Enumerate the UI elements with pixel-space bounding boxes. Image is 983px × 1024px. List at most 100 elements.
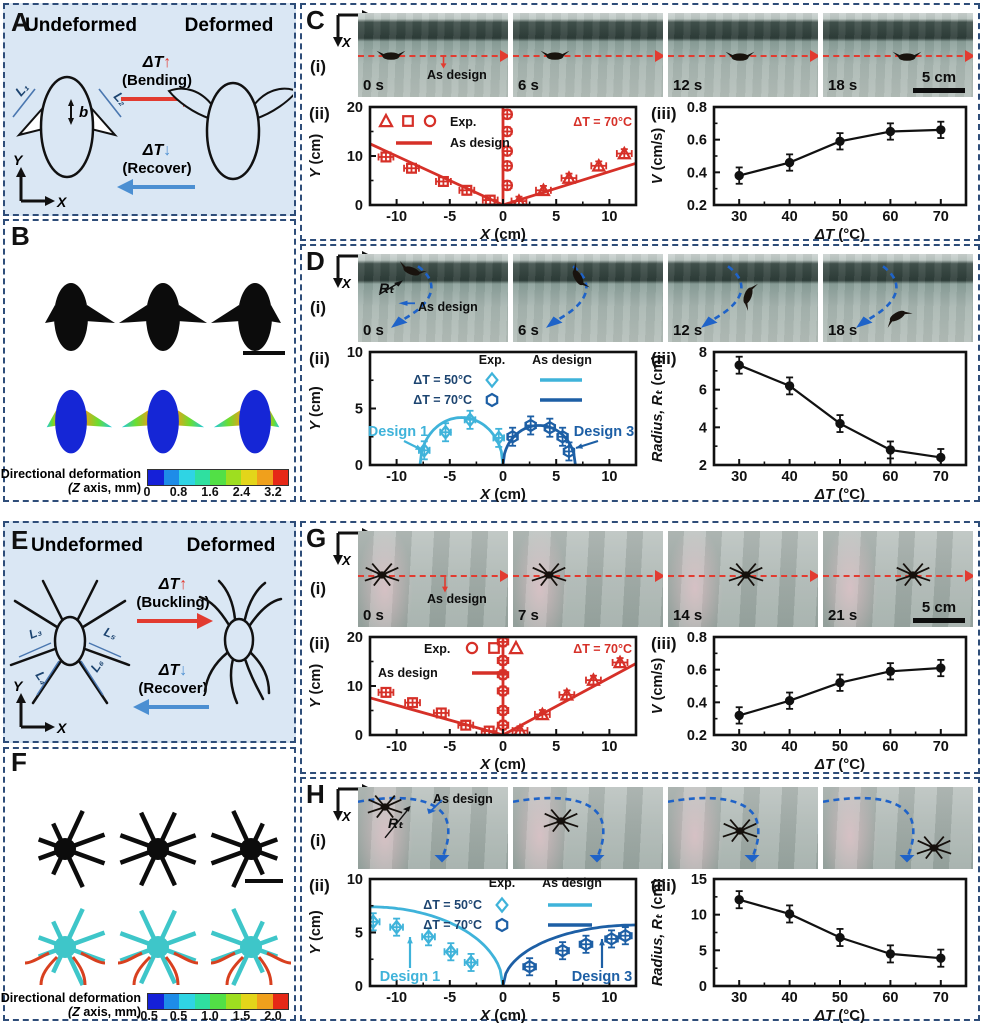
as-design-path-red [513, 570, 663, 583]
svg-text:0.2: 0.2 [687, 198, 707, 214]
panel-A-letter: A [11, 7, 30, 37]
svg-text:Y (cm): Y (cm) [308, 910, 324, 954]
svg-text:(iii): (iii) [651, 349, 677, 368]
timestamp: 21 s [828, 607, 858, 624]
svg-text:8: 8 [699, 345, 707, 361]
timestamp: 6 s [518, 77, 539, 94]
chart-C_iii: 30 40 50 60 70 0.2 0.4 0.6 0.8 ΔT (°C) V (cm/s) (ii… [650, 100, 968, 242]
panel-C-i-label: (i) [310, 57, 327, 76]
exp-silhouette-3 [211, 283, 281, 351]
svg-text:(Buckling): (Buckling) [136, 594, 209, 611]
spider-robot [367, 794, 403, 818]
svg-text:Y: Y [13, 678, 24, 694]
svg-text:10: 10 [347, 345, 363, 361]
svg-text:Y (cm): Y (cm) [308, 664, 324, 708]
svg-text:20: 20 [347, 100, 363, 116]
scale-bar: 5 cm [913, 69, 965, 93]
svg-text:10: 10 [601, 209, 617, 225]
timestamp: 18 s [828, 322, 858, 339]
svg-text:-5: -5 [443, 209, 456, 225]
svg-text:40: 40 [782, 990, 798, 1006]
fish-robot [376, 50, 406, 60]
svg-text:0.4: 0.4 [687, 165, 707, 181]
svg-text:ΔT = 70°C: ΔT = 70°C [423, 918, 482, 932]
svg-text:Y (cm): Y (cm) [308, 134, 324, 178]
svg-text:X (cm): X (cm) [479, 1007, 526, 1023]
svg-text:ΔT↑: ΔT↑ [142, 54, 172, 71]
svg-text:(ii): (ii) [309, 104, 330, 123]
undeformed-title: Undeformed [25, 15, 137, 36]
as-design-path-blue [513, 787, 663, 863]
photo-H-2 [668, 787, 818, 869]
photo-C-0: 0 s As design [358, 13, 508, 97]
svg-text:Deformed: Deformed [187, 535, 276, 556]
fea-result-3 [213, 389, 280, 454]
svg-text:40: 40 [782, 739, 798, 755]
svg-text:ΔT (°C): ΔT (°C) [814, 1007, 865, 1023]
svg-text:Design 3: Design 3 [574, 424, 634, 440]
svg-text:20: 20 [347, 630, 363, 646]
scale-bar-B [243, 349, 285, 355]
photo-G-2: 14 s [668, 531, 818, 627]
svg-text:ΔT (°C): ΔT (°C) [814, 756, 865, 772]
panel-C: C Y X (i) 0 sAs design 6 s 12 s 18 s5 cm… [300, 3, 980, 242]
as-design-label: As design [433, 791, 493, 806]
panel-F-letter: F [11, 747, 27, 777]
svg-text:X (cm): X (cm) [479, 486, 526, 502]
photo-D-3: 18 s [823, 254, 973, 342]
exp-silhouette-2 [119, 811, 197, 887]
svg-text:30: 30 [731, 990, 747, 1006]
as-design-arrow [398, 300, 508, 306]
svg-text:5: 5 [355, 402, 363, 418]
svg-text:60: 60 [882, 469, 898, 485]
spider-robot [895, 563, 931, 587]
photo-G-1: 7 s [513, 531, 663, 627]
panel-B: B [1, 219, 296, 502]
fish-robot [540, 50, 570, 60]
svg-text:0: 0 [355, 198, 363, 214]
chart-H_iii: 30 40 50 60 70 0 5 10 15 ΔT (°C) Radius, Rₜ (cm)(i… [650, 872, 968, 1023]
svg-text:b: b [79, 104, 88, 121]
fish-robot [725, 51, 755, 61]
as-design-label: As design [418, 299, 478, 314]
svg-text:5: 5 [699, 943, 707, 959]
svg-text:0.4: 0.4 [687, 695, 707, 711]
photo-D-1: 6 s [513, 254, 663, 342]
svg-text:5: 5 [552, 990, 560, 1006]
svg-text:0: 0 [499, 990, 507, 1006]
svg-text:V (cm/s): V (cm/s) [650, 658, 666, 715]
spider-robot [531, 563, 567, 587]
fea-result-1 [24, 907, 106, 987]
svg-text:30: 30 [731, 469, 747, 485]
svg-text:ΔT↓: ΔT↓ [142, 142, 172, 159]
fish-robot [399, 260, 427, 276]
svg-text:70: 70 [933, 990, 949, 1006]
svg-text:ΔT (°C): ΔT (°C) [814, 226, 865, 242]
svg-text:70: 70 [933, 739, 949, 755]
colorbar-ticks: -0.5 0.5 1.0 1.5 2.0 [136, 1009, 282, 1023]
svg-text:5: 5 [552, 209, 560, 225]
radius-arrow [358, 280, 403, 342]
svg-text:0: 0 [355, 979, 363, 995]
as-design-path-blue [546, 254, 663, 328]
svg-text:30: 30 [731, 209, 747, 225]
fea-result-1 [46, 389, 113, 454]
as-design-path-red [513, 50, 663, 62]
spider-robot [364, 563, 400, 587]
svg-text:30: 30 [731, 739, 747, 755]
panel-E-letter: E [11, 525, 29, 555]
as-design-arrow [440, 13, 447, 69]
photo-D-0: 0 s As design Rₜ [358, 254, 508, 342]
svg-text:(ii): (ii) [309, 634, 330, 653]
svg-text:-10: -10 [386, 739, 407, 755]
photo-D-2: 12 s [668, 254, 818, 342]
as-design-path-blue [823, 787, 973, 863]
svg-text:-10: -10 [386, 990, 407, 1006]
timestamp: 6 s [518, 322, 539, 339]
as-design-label: As design [427, 592, 487, 607]
svg-text:X: X [56, 720, 68, 736]
svg-text:0: 0 [499, 469, 507, 485]
svg-text:0.6: 0.6 [687, 133, 707, 149]
chart-H_ii: -10 -5 0 5 10 0 5 10 X (cm) Y (cm) (ii) Exp. As desi… [308, 872, 638, 1023]
svg-text:0.2: 0.2 [687, 728, 707, 744]
